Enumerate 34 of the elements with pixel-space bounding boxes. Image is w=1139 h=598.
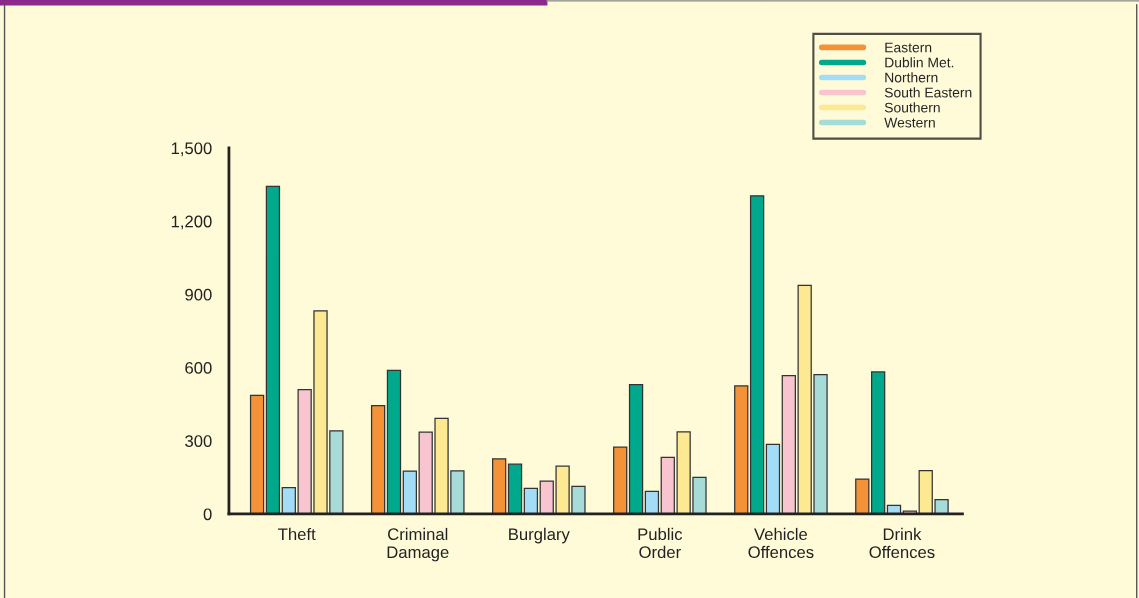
bar [265, 185, 281, 514]
x-tick-label: Theft [278, 527, 316, 541]
bar [628, 384, 644, 514]
legend-label: Western [884, 117, 935, 128]
legend-label: Southern [884, 102, 940, 113]
bar [523, 487, 539, 514]
x-tick-label: Vehicle Offences [748, 527, 814, 559]
bar [507, 463, 523, 514]
legend-label: Eastern [885, 42, 932, 53]
legend-label: Northern [885, 72, 938, 83]
bar [734, 385, 749, 514]
y-tick-label: 1,500 [171, 142, 212, 157]
bar [644, 490, 660, 514]
legend-label: Dublin Met. [885, 57, 954, 68]
bar [402, 470, 417, 514]
bar [765, 443, 781, 514]
y-tick-label: 1,200 [171, 215, 212, 230]
y-tick-label: 900 [185, 288, 212, 301]
bar [386, 369, 402, 514]
y-tick-label: 300 [185, 435, 212, 447]
x-tick-label: Burglary [509, 527, 570, 544]
y-tick-label: 600 [185, 361, 212, 374]
x-tick-label: Public Order [638, 527, 683, 559]
bar [370, 405, 386, 514]
bar [855, 478, 870, 514]
legend-label: South Eastern [884, 87, 972, 98]
x-tick-label: Drink Offences [869, 527, 935, 559]
bar [613, 446, 628, 514]
y-tick-label: 0 [203, 508, 212, 521]
bar [870, 371, 886, 514]
bar [492, 458, 507, 514]
bar [749, 195, 765, 514]
x-tick-label: Criminal Damage [387, 527, 449, 562]
bar [249, 394, 265, 514]
